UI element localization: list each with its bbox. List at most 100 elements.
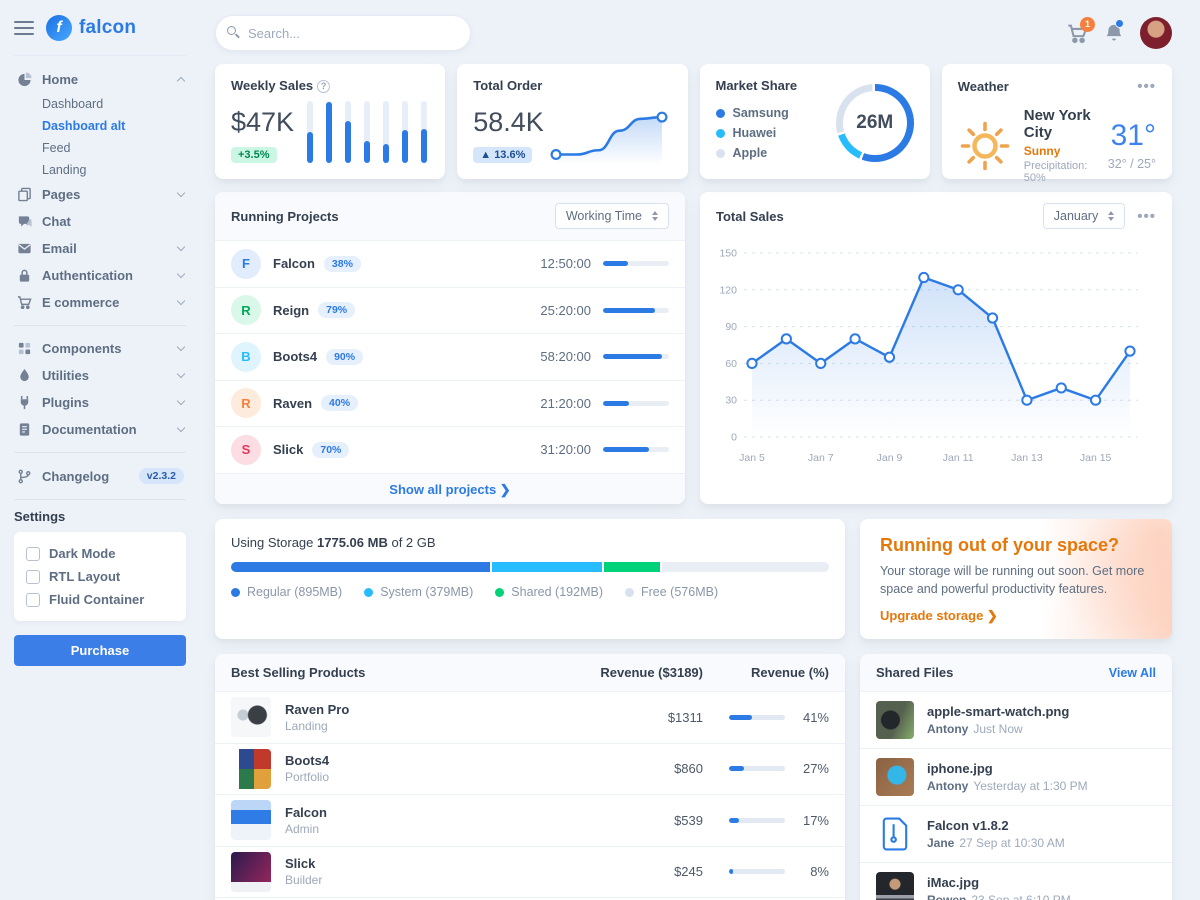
weather-card: Weather ••• New York City Sunny Precipit… [941, 64, 1172, 184]
sidebar: f falcon Home Dashboard Dashboard alt Fe… [0, 0, 200, 900]
upgrade-storage-link[interactable]: Upgrade storage ❯ [880, 608, 998, 624]
dark-mode-checkbox[interactable]: Dark Mode [26, 542, 174, 565]
view-all-link[interactable]: View All [1108, 665, 1156, 680]
fluid-container-checkbox[interactable]: Fluid Container [26, 588, 174, 611]
plug-icon [16, 395, 32, 410]
cart-badge: 1 [1080, 16, 1095, 32]
legend-dot [495, 587, 505, 597]
product-thumbnail [231, 800, 271, 841]
file-row[interactable]: apple-smart-watch.png Antony Just Now [860, 692, 1172, 749]
cart-button[interactable]: 1 [1067, 16, 1095, 44]
total-order-title: Total Order [473, 78, 543, 93]
project-percent-badge: 70% [312, 441, 350, 458]
project-row[interactable]: R Raven 40% 21:20:00 [215, 381, 685, 427]
rtl-layout-checkbox[interactable]: RTL Layout [26, 565, 174, 588]
total-sales-card: Total Sales January ••• 0 30 60 90 120 1… [700, 192, 1172, 504]
checkbox-icon[interactable] [26, 546, 40, 561]
hamburger-menu-icon[interactable] [14, 17, 34, 39]
notification-dot [1115, 19, 1124, 28]
total-sales-title: Total Sales [716, 208, 784, 224]
purchase-button[interactable]: Purchase [14, 635, 186, 666]
project-progress-bar [603, 354, 669, 360]
sidebar-item-dashboard-alt[interactable]: Dashboard alt [42, 119, 126, 133]
search-input[interactable] [215, 15, 471, 51]
sidebar-item-chat[interactable]: Chat [14, 208, 186, 235]
project-progress-bar [603, 447, 669, 453]
project-progress-bar [603, 261, 669, 267]
project-avatar: B [231, 341, 261, 372]
project-avatar: S [231, 434, 261, 465]
sidebar-item-ecommerce[interactable]: E commerce [14, 289, 186, 316]
chevron-down-icon [176, 188, 186, 198]
weather-menu-button[interactable]: ••• [1137, 78, 1156, 95]
file-thumbnail [876, 872, 914, 900]
user-avatar[interactable] [1140, 17, 1172, 49]
svg-text:120: 120 [719, 284, 737, 296]
fire-icon [16, 368, 32, 383]
search-icon [227, 26, 236, 35]
topbar-icons: 1 [1067, 16, 1172, 49]
notifications-button[interactable] [1104, 19, 1124, 43]
sidebar-item-utilities[interactable]: Utilities [14, 362, 186, 389]
sidebar-item-feed[interactable]: Feed [42, 141, 71, 155]
project-avatar: R [231, 295, 261, 326]
book-icon [16, 422, 32, 437]
project-row[interactable]: S Slick 70% 31:20:00 [215, 427, 685, 474]
pie-chart-icon [16, 72, 32, 87]
chat-icon [16, 214, 32, 229]
total-sales-menu-button[interactable]: ••• [1137, 207, 1156, 225]
product-row[interactable]: Boots4 Portfolio $860 27% [215, 744, 845, 795]
svg-text:Jan 9: Jan 9 [877, 452, 903, 464]
envelope-icon [16, 241, 32, 256]
stats-row: Weekly Sales? $47K +3.5% Total Order 58.… [215, 64, 1172, 184]
help-icon[interactable]: ? [317, 79, 331, 93]
storage-card: Using Storage 1775.06 MB of 2 GB Regular… [215, 519, 845, 639]
project-percent-badge: 38% [323, 255, 361, 272]
version-badge: v2.3.2 [138, 468, 184, 484]
weekly-sales-card: Weekly Sales? $47K +3.5% [215, 64, 446, 179]
chevron-down-icon [176, 296, 186, 306]
weekly-sales-title: Weekly Sales? [231, 78, 429, 93]
checkbox-icon[interactable] [26, 569, 40, 584]
file-row[interactable]: iphone.jpg Antony Yesterday at 1:30 PM [860, 749, 1172, 806]
project-avatar: F [231, 248, 261, 279]
sidebar-item-landing[interactable]: Landing [42, 163, 87, 177]
sidebar-item-components[interactable]: Components [14, 335, 186, 362]
sidebar-item-authentication[interactable]: Authentication [14, 262, 186, 289]
storage-row: Using Storage 1775.06 MB of 2 GB Regular… [215, 519, 1172, 639]
sidebar-item-dashboard[interactable]: Dashboard [42, 97, 104, 111]
total-order-value: 58.4K [473, 107, 544, 137]
revenue-progress-bar [729, 817, 785, 823]
weekly-sales-badge: +3.5% [231, 147, 277, 163]
best-selling-title: Best Selling Products [231, 665, 366, 680]
sidebar-item-email[interactable]: Email [14, 235, 186, 262]
code-branch-icon [16, 469, 32, 484]
file-row[interactable]: Falcon v1.8.2 Jane 27 Sep at 10:30 AM [860, 806, 1172, 863]
checkbox-icon[interactable] [26, 592, 40, 607]
product-row[interactable]: Slick Builder $245 8% [215, 847, 845, 898]
falcon-logo[interactable]: f falcon [46, 14, 136, 41]
file-row[interactable]: iMac.jpg Rowen 23 Sep at 6:10 PM [860, 863, 1172, 900]
product-row[interactable]: Falcon Admin $539 17% [215, 795, 845, 847]
lock-icon [16, 268, 32, 283]
show-all-projects-link[interactable]: Show all projects ❯ [215, 473, 685, 504]
project-row[interactable]: F Falcon 38% 12:50:00 [215, 241, 685, 288]
sidebar-item-plugins[interactable]: Plugins [14, 389, 186, 416]
svg-text:Jan 11: Jan 11 [943, 452, 974, 464]
sidebar-item-home[interactable]: Home [14, 66, 186, 93]
weather-title: Weather [957, 79, 1009, 94]
revenue-progress-bar [729, 869, 785, 875]
working-time-select[interactable]: Working Time [554, 203, 669, 229]
sidebar-item-changelog[interactable]: Changelog v2.3.2 [14, 462, 186, 490]
sidebar-item-pages[interactable]: Pages [14, 181, 186, 208]
product-row[interactable]: Raven Pro Landing $1311 41% [215, 692, 845, 744]
sidebar-item-documentation[interactable]: Documentation [14, 416, 186, 443]
month-select[interactable]: January [1042, 203, 1126, 229]
project-row[interactable]: B Boots4 90% 58:20:00 [215, 334, 685, 381]
project-percent-badge: 79% [318, 302, 356, 319]
project-row[interactable]: R Reign 79% 25:20:00 [215, 288, 685, 334]
svg-text:150: 150 [719, 248, 737, 260]
chevron-down-icon [176, 242, 186, 252]
file-thumbnail [876, 758, 914, 796]
